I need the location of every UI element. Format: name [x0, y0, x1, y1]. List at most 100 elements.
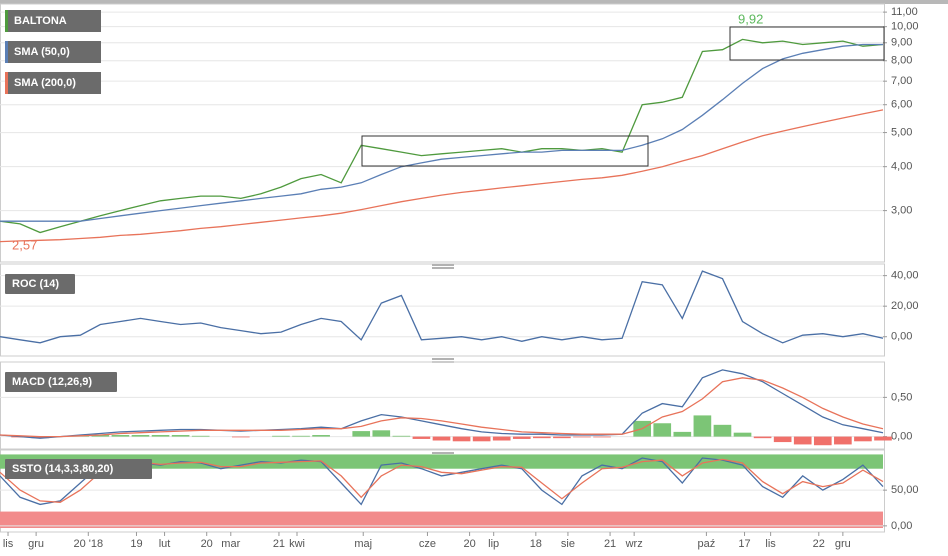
- y-tick-label: 5,00: [891, 126, 912, 138]
- x-tick-label: mar: [221, 538, 240, 550]
- x-tick-label: lis: [765, 538, 776, 550]
- y-tick-label: 8,00: [891, 55, 912, 67]
- x-tick-label: lip: [488, 538, 499, 550]
- histogram-bar: [191, 435, 210, 437]
- indicator-label: ROC (14): [12, 278, 59, 290]
- x-tick-label: 21: [604, 538, 616, 550]
- histogram-bar: [653, 423, 672, 437]
- top-bar: [0, 0, 948, 4]
- legend-swatch: [5, 72, 8, 94]
- y-tick-label: 0,00: [891, 430, 912, 442]
- legend-label: BALTONA: [14, 15, 67, 27]
- x-tick-label: 20: [201, 538, 213, 550]
- y-tick-label: 10,00: [891, 21, 919, 33]
- x-tick-label: paź: [698, 538, 716, 550]
- x-tick-label: kwi: [289, 538, 305, 550]
- histogram-bar: [171, 435, 190, 437]
- y-tick-label: 9,00: [891, 37, 912, 49]
- legend-label: SMA (50,0): [14, 46, 70, 58]
- x-tick-label: 20: [463, 538, 475, 550]
- histogram-bar: [512, 436, 531, 439]
- panel-frame: [0, 361, 885, 451]
- histogram-bar: [372, 430, 391, 437]
- y-tick-label: 40,00: [891, 270, 919, 282]
- histogram-bar: [432, 436, 451, 441]
- series-line: [0, 377, 884, 438]
- histogram-bar: [392, 435, 411, 437]
- series-line: [0, 43, 883, 222]
- indicator-label: SSTO (14,3,3,80,20): [12, 463, 114, 475]
- histogram-bar: [813, 436, 832, 446]
- histogram-bar: [834, 436, 852, 445]
- series-line: [0, 270, 884, 344]
- histogram-bar: [773, 436, 792, 443]
- histogram-bar: [292, 435, 310, 437]
- x-tick-label: 18: [530, 538, 542, 550]
- highlight-box: [361, 135, 649, 167]
- histogram-bar: [352, 431, 371, 437]
- histogram-bar: [272, 435, 290, 437]
- histogram-bar: [111, 435, 130, 437]
- histogram-bar: [854, 436, 872, 442]
- y-tick-label: 6,00: [891, 99, 912, 111]
- x-tick-label: 22: [813, 538, 825, 550]
- y-tick-label: 50,00: [891, 484, 919, 496]
- legend-box: [5, 72, 101, 94]
- histogram-bar: [312, 435, 330, 437]
- indicator-label: MACD (12,26,9): [12, 376, 92, 388]
- x-tick-label: lis: [3, 538, 14, 550]
- y-tick-label: 0,50: [891, 391, 912, 403]
- x-tick-label: lut: [159, 538, 171, 550]
- legend-swatch: [5, 10, 8, 32]
- band: [0, 511, 883, 528]
- y-tick-label: 11,00: [891, 6, 918, 18]
- histogram-bar: [793, 436, 812, 445]
- y-tick-label: 3,00: [891, 205, 912, 217]
- x-tick-label: sie: [561, 538, 575, 550]
- indicator-label-box: [5, 274, 75, 294]
- x-tick-label: 19: [130, 538, 142, 550]
- x-tick-label: 20 '18: [73, 538, 103, 550]
- y-tick-label: 4,00: [891, 161, 912, 173]
- histogram-bar: [472, 436, 491, 442]
- x-tick-label: gru: [28, 538, 44, 550]
- y-tick-label: 0,00: [891, 331, 912, 343]
- x-tick-label: maj: [354, 538, 372, 550]
- y-tick-label: 20,00: [891, 300, 919, 312]
- histogram-bar: [733, 432, 752, 437]
- series-line: [0, 38, 884, 234]
- histogram-bar: [533, 436, 551, 439]
- x-tick-label: cze: [419, 538, 436, 550]
- histogram-bar: [231, 436, 250, 438]
- histogram-bar: [573, 436, 591, 438]
- histogram-bar: [31, 436, 49, 439]
- x-tick-label: wrz: [625, 538, 643, 550]
- histogram-bar: [131, 435, 150, 437]
- indicator-label-box: [5, 459, 152, 479]
- legend-box: [5, 41, 101, 63]
- histogram-bar: [753, 436, 772, 439]
- x-tick-label: 21: [273, 538, 285, 550]
- x-tick-label: gru: [835, 538, 851, 550]
- legend-swatch: [5, 41, 8, 63]
- histogram-bar: [553, 436, 571, 439]
- band: [0, 454, 883, 469]
- histogram-bar: [492, 436, 511, 441]
- histogram-bar: [673, 431, 692, 437]
- series-line: [0, 109, 884, 243]
- legend-label: SMA (200,0): [14, 77, 76, 89]
- annotation: 2,57: [12, 238, 37, 253]
- histogram-bar: [412, 436, 431, 439]
- annotation: 9,92: [738, 11, 763, 26]
- series-line: [0, 369, 884, 439]
- histogram-bar: [713, 424, 732, 437]
- x-tick-label: 17: [738, 538, 750, 550]
- indicator-label-box: [5, 372, 117, 392]
- panel-frame: [0, 263, 885, 357]
- y-tick-label: 7,00: [891, 75, 912, 87]
- histogram-bar: [874, 436, 892, 441]
- histogram-bar: [693, 415, 712, 437]
- histogram-bar: [151, 435, 170, 437]
- histogram-bar: [593, 436, 611, 438]
